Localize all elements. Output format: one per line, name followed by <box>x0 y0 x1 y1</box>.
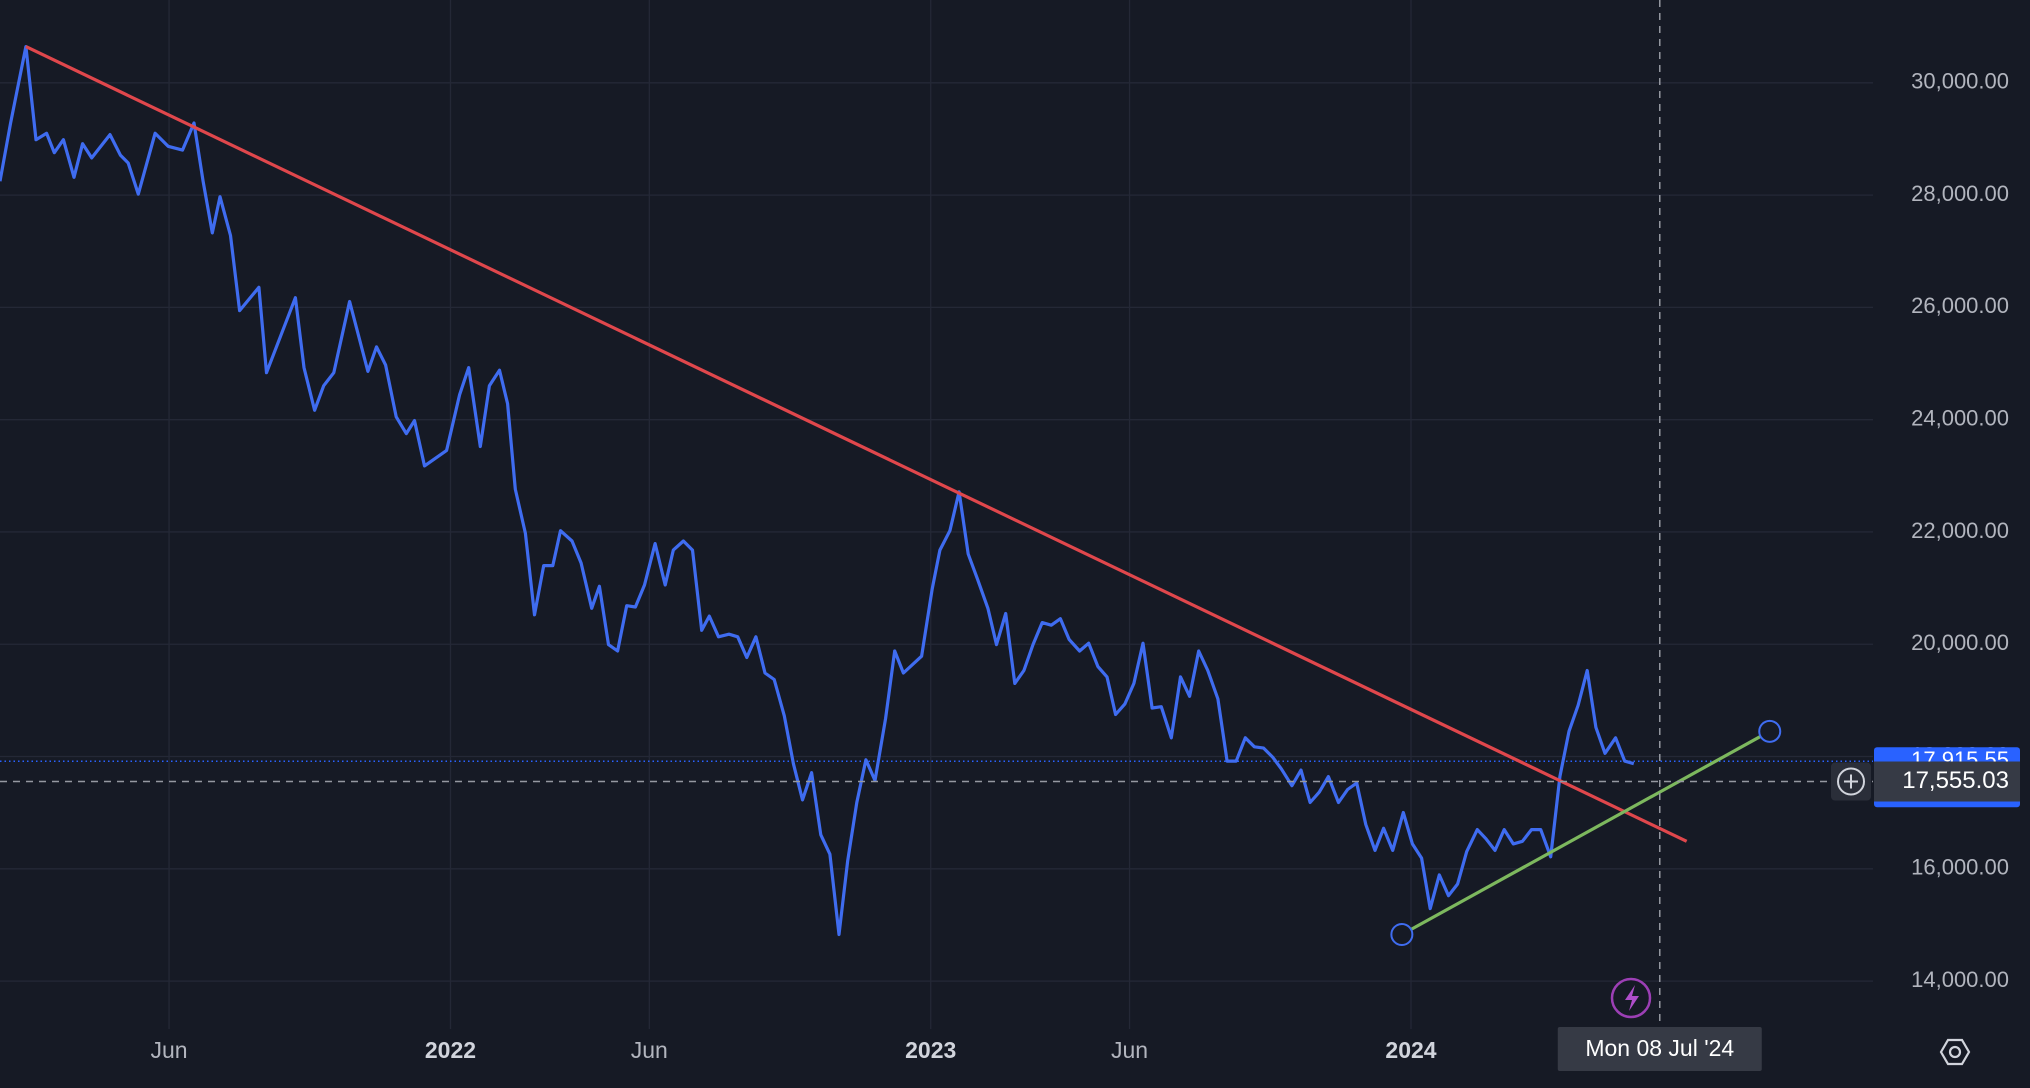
add-button-plus <box>1844 774 1858 789</box>
y-tick-label: 16,000.00 <box>1911 855 2009 880</box>
x-tick-label: Jun <box>631 1037 668 1063</box>
crosshair-price-box <box>1874 761 2020 802</box>
crosshair-date-label: Mon 08 Jul '24 <box>1585 1035 1734 1061</box>
y-tick-label: 28,000.00 <box>1911 181 2009 206</box>
y-tick-label: 26,000.00 <box>1911 293 2009 318</box>
x-tick-label: 2024 <box>1385 1037 1436 1063</box>
trendline[interactable] <box>25 45 1688 843</box>
x-tick-label: Jun <box>151 1037 188 1063</box>
add-button[interactable] <box>1837 767 1865 796</box>
alert-bolt <box>1625 985 1639 1011</box>
y-tick-label: 30,000.00 <box>1911 69 2009 94</box>
crosshair-price-label: 17,555.03 <box>1902 767 2009 794</box>
x-tick-label: Jun <box>1111 1037 1148 1063</box>
trendline[interactable] <box>1401 729 1771 936</box>
crosshair-date-box <box>1557 1027 1762 1071</box>
y-tick-label: 14,000.00 <box>1911 967 2009 992</box>
trendline-handle[interactable] <box>1390 923 1414 947</box>
x-tick-label: 2022 <box>425 1037 476 1063</box>
y-tick-label: 22,000.00 <box>1911 518 2009 543</box>
trendline-handle[interactable] <box>1758 719 1782 743</box>
settings-icon[interactable] <box>1939 1038 1971 1066</box>
x-tick-label: 2023 <box>905 1037 956 1063</box>
settings-icon-center <box>1948 1045 1962 1059</box>
y-tick-label: 20,000.00 <box>1911 630 2009 655</box>
y-tick-label: 24,000.00 <box>1911 405 2009 430</box>
